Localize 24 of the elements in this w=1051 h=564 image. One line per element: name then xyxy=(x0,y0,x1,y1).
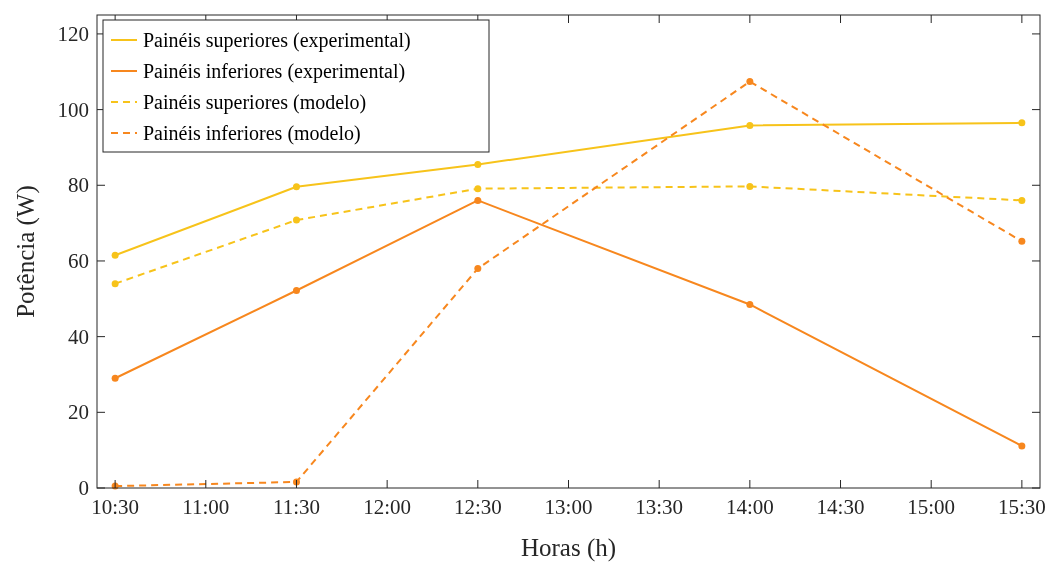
y-tick-label: 120 xyxy=(57,21,89,46)
x-tick-label: 15:00 xyxy=(907,495,956,519)
y-tick-label: 100 xyxy=(57,97,89,122)
y-tick-label: 0 xyxy=(78,476,89,500)
x-tick-label: 10:30 xyxy=(91,495,140,519)
y-tick-label: 80 xyxy=(68,173,89,198)
x-tick-label: 12:00 xyxy=(363,495,412,519)
x-tick-label: 13:00 xyxy=(544,495,593,519)
x-tick-label: 13:30 xyxy=(635,495,684,519)
x-tick-label: 11:00 xyxy=(182,495,230,519)
legend-label: Painéis inferiores (experimental) xyxy=(143,60,406,83)
x-tick-label: 15:30 xyxy=(997,495,1046,519)
y-tick-label: 20 xyxy=(68,400,89,425)
legend-label: Painéis superiores (modelo) xyxy=(143,91,367,114)
y-axis-title: Potência (W) xyxy=(12,185,40,318)
legend-label: Painéis superiores (experimental) xyxy=(143,29,411,52)
y-tick-label: 60 xyxy=(68,248,89,273)
x-tick-label: 14:30 xyxy=(816,495,865,519)
x-axis-title: Horas (h) xyxy=(520,534,617,562)
x-tick-label: 14:00 xyxy=(725,495,774,519)
legend-label: Painéis inferiores (modelo) xyxy=(143,122,361,145)
y-tick-label: 40 xyxy=(68,324,89,349)
x-tick-label: 12:30 xyxy=(453,495,502,519)
x-tick-label: 11:30 xyxy=(272,495,321,519)
